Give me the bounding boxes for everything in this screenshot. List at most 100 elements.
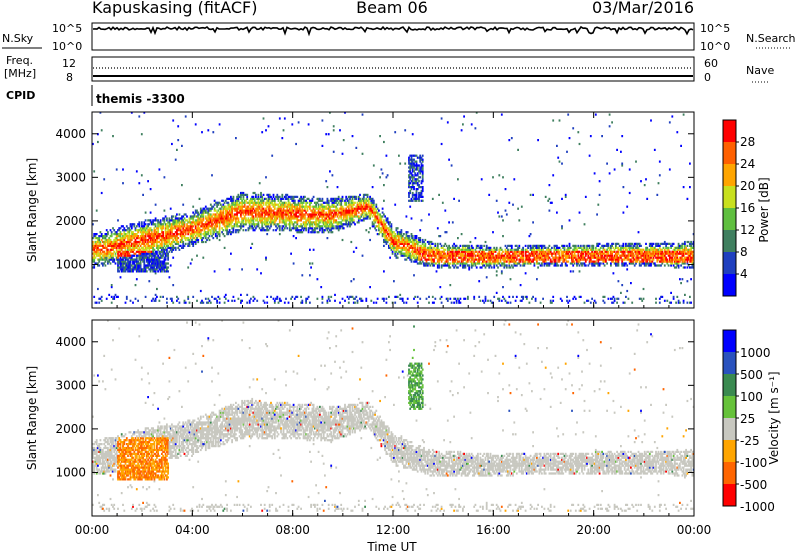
range-cell [104,254,107,257]
range-cell [238,203,241,206]
range-cell [429,258,432,261]
range-cell [426,246,429,249]
range-cell [543,262,546,265]
range-cell [213,209,216,212]
range-cell [213,231,216,234]
range-cell [247,209,250,212]
range-cell [184,219,187,222]
range-cell [562,252,565,255]
range-cell [247,219,250,222]
range-cell [267,197,270,200]
range-cell [150,233,153,236]
range-cell [467,254,469,257]
range-cell [372,223,375,226]
range-cell [138,237,141,240]
range-cell [167,270,169,273]
range-cell [439,250,442,253]
range-cell [344,219,346,222]
range-cell [128,248,131,251]
range-cell [104,237,107,240]
range-cell [150,235,153,238]
range-cell [325,201,328,204]
range-cell [301,201,304,204]
range-cell [143,238,146,242]
range-cell [204,221,207,224]
range-cell [139,229,142,232]
range-cell [409,176,412,179]
range-cell [311,262,314,265]
range-cell [209,207,212,210]
range-cell [124,256,127,259]
range-cell [172,301,175,304]
range-cell [156,244,158,247]
range-cell [341,227,344,230]
range-cell [405,238,408,242]
range-cell [415,260,418,263]
range-cell [149,246,152,249]
range-cell [298,207,301,210]
range-cell [309,301,311,304]
range-cell [230,197,232,200]
range-cell [150,252,153,255]
range-cell [109,254,112,257]
range-cell [504,258,507,261]
range-cell [181,240,183,244]
range-cell [372,164,375,167]
range-cell [154,225,157,228]
range-cell [166,219,168,222]
range-cell [449,266,452,269]
range-cell [322,201,325,204]
range-cell [454,260,457,263]
range-cell [201,238,203,242]
range-cell [557,260,560,263]
range-cell [357,221,360,224]
range-cell [562,246,565,249]
range-cell [413,274,415,277]
range-cell [158,221,161,224]
range-cell [327,221,330,224]
range-cell [533,250,536,253]
range-cell [117,250,119,253]
range-cell [414,252,417,255]
range-cell [178,219,181,222]
range-cell [366,205,369,208]
range-cell [140,225,143,228]
range-cell [217,203,220,206]
range-cell [345,219,348,222]
range-cell [148,258,151,261]
range-cell [470,123,473,126]
range-cell [409,186,412,189]
range-cell [376,211,379,214]
range-cell [250,207,252,210]
range-cell [396,227,399,230]
range-cell [172,119,175,122]
range-cell [430,240,433,244]
range-cell [282,217,285,220]
range-cell [309,217,311,220]
range-cell [130,258,133,261]
range-cell [341,213,344,216]
range-cell [504,188,507,191]
range-cell [149,211,152,214]
range-cell [433,301,435,304]
range-cell [224,229,227,232]
range-cell [315,227,317,230]
range-cell [272,193,275,196]
range-cell [252,227,255,230]
range-cell [523,264,526,267]
range-cell [378,209,380,212]
range-cell [242,225,245,228]
range-cell [485,276,488,279]
range-cell [357,205,360,208]
range-cell [479,266,482,269]
range-cell [98,238,101,242]
range-cell [163,240,166,244]
range-cell [310,201,312,204]
range-cell [468,258,471,261]
range-cell [159,256,162,259]
range-cell [410,156,413,159]
range-cell [133,260,136,263]
range-cell [302,195,305,198]
range-cell [246,201,249,204]
range-cell [383,219,385,222]
